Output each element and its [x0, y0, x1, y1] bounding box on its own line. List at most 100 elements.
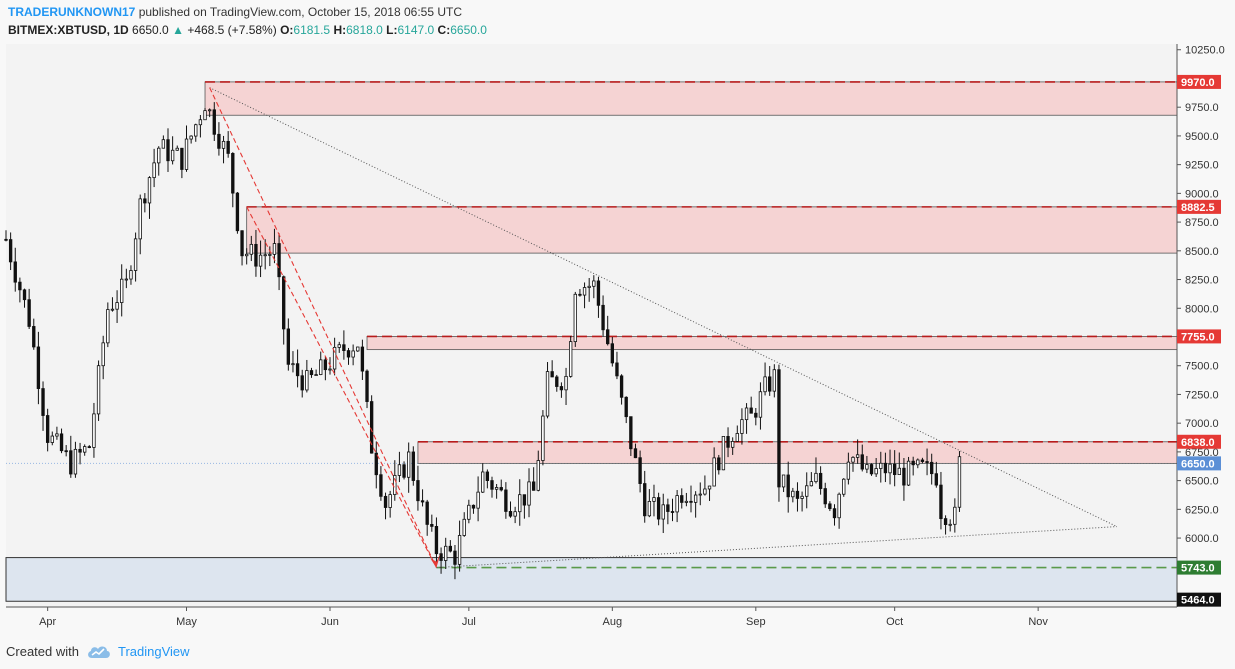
candle-body — [564, 375, 568, 391]
author-link[interactable]: TRADERUNKNOWN17 — [8, 5, 136, 19]
channel-arrow-icon — [430, 553, 441, 568]
candle-body — [573, 293, 577, 343]
candle-body — [87, 446, 91, 448]
tradingview-brand[interactable]: TradingView — [118, 644, 190, 659]
candle-body — [823, 488, 827, 505]
candle-body — [703, 488, 707, 495]
candle-body — [874, 468, 878, 475]
candle-body — [374, 452, 378, 476]
candle-body — [781, 474, 786, 488]
candle-body — [342, 344, 346, 351]
candlestick-series — [4, 102, 962, 580]
candle-body — [120, 278, 124, 303]
candle-body — [777, 369, 781, 488]
candle-body — [110, 308, 115, 311]
candle-body — [578, 293, 582, 296]
candle-body — [420, 500, 425, 503]
high-value: 6818.0 — [346, 23, 383, 37]
candle-body — [314, 374, 318, 376]
candle-body — [351, 350, 355, 358]
candle-body — [749, 407, 753, 414]
candle-body — [36, 346, 41, 389]
candle-body — [133, 238, 138, 271]
candle-body — [587, 285, 591, 288]
candle-body — [485, 471, 490, 481]
candle-body — [647, 500, 652, 517]
candle-body — [453, 550, 457, 565]
candle-body — [212, 109, 216, 135]
price-chart[interactable]: 6000.0 6250.0 6500.0 6750.0 7000.0 7250.0 7500… — [0, 44, 1235, 636]
candle-body — [768, 376, 772, 392]
chart-pane[interactable] — [6, 44, 1177, 607]
candle-body — [712, 457, 716, 487]
candle-body — [518, 494, 522, 513]
candle-body — [226, 140, 230, 154]
candle-body — [83, 446, 87, 453]
candle-body — [305, 370, 309, 391]
symbol-label: BITMEX:XBTUSD, 1D — [8, 23, 129, 37]
candle-body — [300, 375, 304, 391]
open-value: 6181.5 — [293, 23, 331, 37]
candle-body — [129, 270, 133, 280]
candle-body — [494, 487, 499, 490]
candle-body — [508, 511, 513, 517]
candle-body — [45, 415, 50, 443]
candle-body — [818, 472, 823, 489]
x-tick-label: Oct — [886, 616, 903, 628]
candle-body — [596, 280, 601, 306]
candle-body — [198, 119, 203, 126]
candle-body — [555, 376, 559, 387]
last-price: 6650.0 — [132, 23, 169, 37]
candle-body — [471, 504, 476, 509]
candle-body — [180, 147, 184, 170]
candle-body — [791, 490, 795, 498]
candle-body — [207, 109, 212, 112]
candle-body — [166, 139, 170, 162]
low-value: 6147.0 — [397, 23, 435, 37]
candle-body — [13, 261, 17, 283]
candle-body — [147, 177, 152, 204]
current-price-badge-box — [1177, 456, 1221, 471]
candle-body — [360, 346, 365, 372]
candle-body — [143, 198, 147, 204]
candle-body — [138, 198, 142, 240]
y-tick-label: 7500.0 — [1185, 361, 1219, 373]
candle-body — [282, 276, 286, 330]
channel-line-lower — [246, 206, 437, 568]
candle-body — [619, 375, 624, 398]
candle-body — [323, 359, 328, 371]
candle-body — [934, 473, 938, 486]
time-axis[interactable]: Apr May Jun Jul Aug Sep Oct Nov — [39, 607, 1048, 628]
open-label: O: — [280, 23, 294, 37]
x-tick-label: Nov — [1028, 616, 1048, 628]
candle-body — [175, 147, 179, 151]
candle-body — [758, 391, 763, 418]
candle-body — [235, 192, 240, 232]
candle-body — [698, 493, 702, 496]
candle-body — [559, 386, 564, 391]
candle-body — [59, 433, 64, 452]
candle-body — [217, 133, 221, 149]
candle-body — [754, 412, 758, 418]
y-tick-label: 6500.0 — [1185, 476, 1219, 488]
candle-body — [939, 484, 943, 519]
candle-body — [457, 535, 462, 565]
x-tick-label: Jul — [462, 616, 476, 628]
candle-body — [916, 459, 920, 466]
candle-body — [680, 495, 684, 503]
candle-body — [263, 254, 267, 257]
candle-body — [638, 457, 642, 484]
candle-body — [730, 441, 735, 448]
candle-body — [879, 462, 883, 469]
candle-body — [601, 304, 605, 331]
candle-body — [624, 396, 628, 418]
tradingview-cloud-icon[interactable] — [86, 644, 112, 660]
candle-body — [481, 471, 485, 493]
candle-body — [656, 497, 661, 520]
candle-body — [513, 511, 517, 517]
candle-body — [721, 436, 726, 471]
price-change: +468.5 (+7.58%) — [187, 23, 277, 37]
y-tick-label: 8500.0 — [1185, 246, 1219, 258]
candle-body — [527, 481, 531, 506]
chart-header: TRADERUNKNOWN17 published on TradingView… — [0, 0, 1235, 44]
